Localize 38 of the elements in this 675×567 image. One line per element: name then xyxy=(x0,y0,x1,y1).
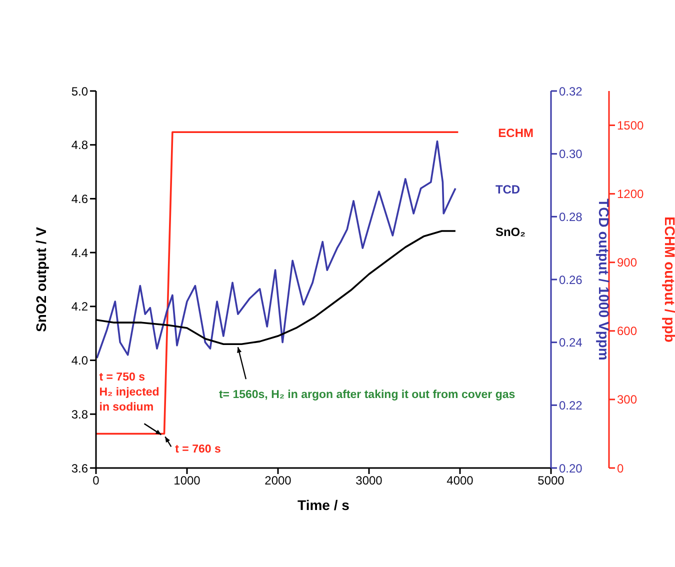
x-axis-title: Time / s xyxy=(298,497,350,513)
y2-tick-label: 0.32 xyxy=(559,84,583,98)
y-tick-label: 4.0 xyxy=(71,354,88,368)
y3-tick-label: 900 xyxy=(617,256,638,270)
annotation: t= 1560s, H₂ in argon after taking it out from cover gas xyxy=(218,389,516,402)
y3-tick-label: 0 xyxy=(617,461,624,476)
y-tick-label: 4.4 xyxy=(71,246,88,260)
y2-tick-label: 0.20 xyxy=(559,461,583,476)
x-tick-label: 5000 xyxy=(538,474,565,488)
y3-tick-label: 300 xyxy=(617,392,638,407)
y-tick-label: 3.6 xyxy=(71,461,88,476)
text: ECHM xyxy=(498,126,534,140)
text: SnO₂ xyxy=(495,225,526,240)
x-tick-label: 0 xyxy=(92,474,100,488)
y2-tick-label: 0.24 xyxy=(559,336,583,350)
y-tick-label: 3.8 xyxy=(71,407,88,422)
x-tick-label: 3000 xyxy=(356,474,383,488)
y2-axis-title: TCD output / 1000 Vppm xyxy=(596,198,612,360)
y2-tick-label: 0.30 xyxy=(559,147,583,162)
y-tick-label: 4.6 xyxy=(71,192,88,206)
annotation: t = 760 s xyxy=(175,444,221,456)
y3-tick-label: 1200 xyxy=(617,187,644,202)
x-tick-label: 4000 xyxy=(446,474,474,488)
y3-tick-label: 1500 xyxy=(617,118,644,133)
y-tick-label: 4.2 xyxy=(71,300,88,314)
x-tick-label: 1000 xyxy=(174,474,201,488)
y-tick-label: 5.0 xyxy=(71,84,88,98)
y2-tick-label: 0.28 xyxy=(559,210,583,224)
annotation: t = 750 s H₂ injected in sodium xyxy=(99,372,160,414)
x-tick-label: 2000 xyxy=(264,474,292,488)
y3-axis-title: ECHM output / ppb xyxy=(662,216,675,342)
text: TCD xyxy=(495,182,520,196)
y2-tick-label: 0.22 xyxy=(559,398,583,412)
y3-tick-label: 600 xyxy=(617,324,638,338)
y-axis-title: SnO2 output / V xyxy=(32,226,49,332)
y-tick-label: 4.8 xyxy=(71,138,88,152)
y2-tick-label: 0.26 xyxy=(559,272,583,287)
line-series xyxy=(96,140,456,359)
